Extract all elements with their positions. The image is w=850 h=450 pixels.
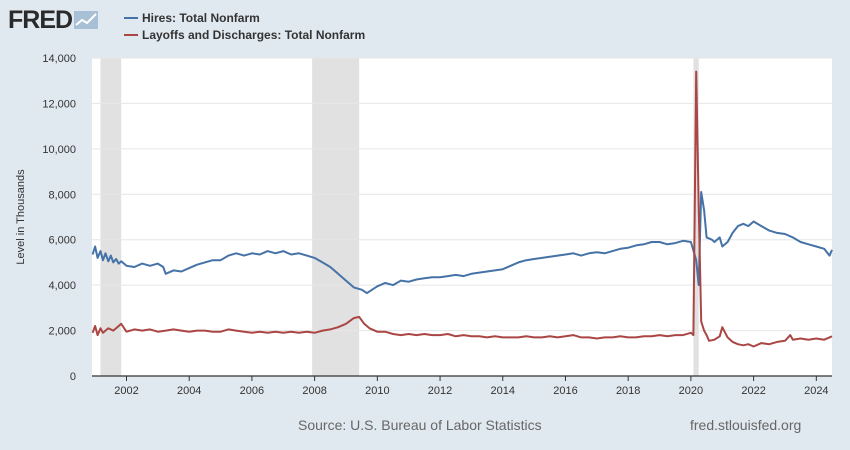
plot-area	[92, 58, 832, 376]
y-tick-label: 4,000	[48, 280, 76, 292]
y-tick-label: 14,000	[42, 53, 76, 65]
x-axis-ticks: 2002 2004 2006 2008 2010 2012 2014 2016 2018 2020…	[92, 375, 832, 397]
x-tick-label: 2006	[240, 385, 264, 397]
y-tick-label: 0	[70, 371, 76, 383]
legend-label-hires: Hires: Total Nonfarm	[142, 10, 260, 25]
x-tick-label: 2002	[114, 385, 138, 397]
y-tick-label: 12,000	[42, 98, 76, 110]
chart-legend: Hires: Total Nonfarm Layoffs and Dischar…	[124, 9, 365, 43]
recession-bands	[100, 58, 699, 376]
legend-item-layoffs[interactable]: Layoffs and Discharges: Total Nonfarm	[124, 26, 365, 43]
y-axis-ticks: 0 2,000 4,000 6,000 8,000 10,000 12,000 14,000	[42, 53, 76, 383]
x-tick-label: 2010	[365, 385, 389, 397]
y-tick-label: 6,000	[48, 235, 76, 247]
x-tick-label: 2016	[553, 385, 577, 397]
fred-logo[interactable]: FRED	[8, 5, 99, 34]
legend-item-hires[interactable]: Hires: Total Nonfarm	[124, 9, 365, 26]
y-tick-label: 2,000	[48, 326, 76, 338]
legend-swatch-layoffs	[124, 33, 138, 36]
series-line-hires	[91, 191, 833, 295]
x-tick-label: 2012	[428, 385, 452, 397]
x-tick-label: 2014	[491, 385, 515, 397]
legend-label-layoffs: Layoffs and Discharges: Total Nonfarm	[142, 27, 366, 42]
line-chart: 02,0004,0006,0008,00010,00012,00014,000 …	[15, 53, 833, 397]
series-lines	[91, 70, 833, 348]
x-tick-label: 2018	[616, 385, 640, 397]
source-note: Source: U.S. Bureau of Labor Statistics	[298, 417, 542, 433]
source-url[interactable]: fred.stlouisfed.org	[690, 417, 802, 433]
recession-band	[312, 58, 360, 376]
x-tick-label: 2004	[177, 385, 201, 397]
x-tick-label: 2024	[804, 385, 828, 397]
fred-logo-text: FRED	[8, 5, 73, 34]
x-tick-label: 2008	[302, 385, 326, 397]
recession-band	[693, 58, 699, 376]
legend-swatch-hires	[124, 16, 138, 19]
y-tick-label: 10,000	[42, 144, 76, 156]
y-tick-label: 8,000	[48, 189, 76, 201]
chart-trend-icon	[74, 11, 99, 29]
x-tick-label: 2022	[741, 385, 765, 397]
series-line-layoffs	[91, 70, 833, 348]
gridlines	[92, 57, 832, 332]
recession-band	[100, 58, 122, 376]
y-axis-title: Level in Thousands	[15, 169, 27, 265]
x-tick-label: 2020	[679, 385, 703, 397]
